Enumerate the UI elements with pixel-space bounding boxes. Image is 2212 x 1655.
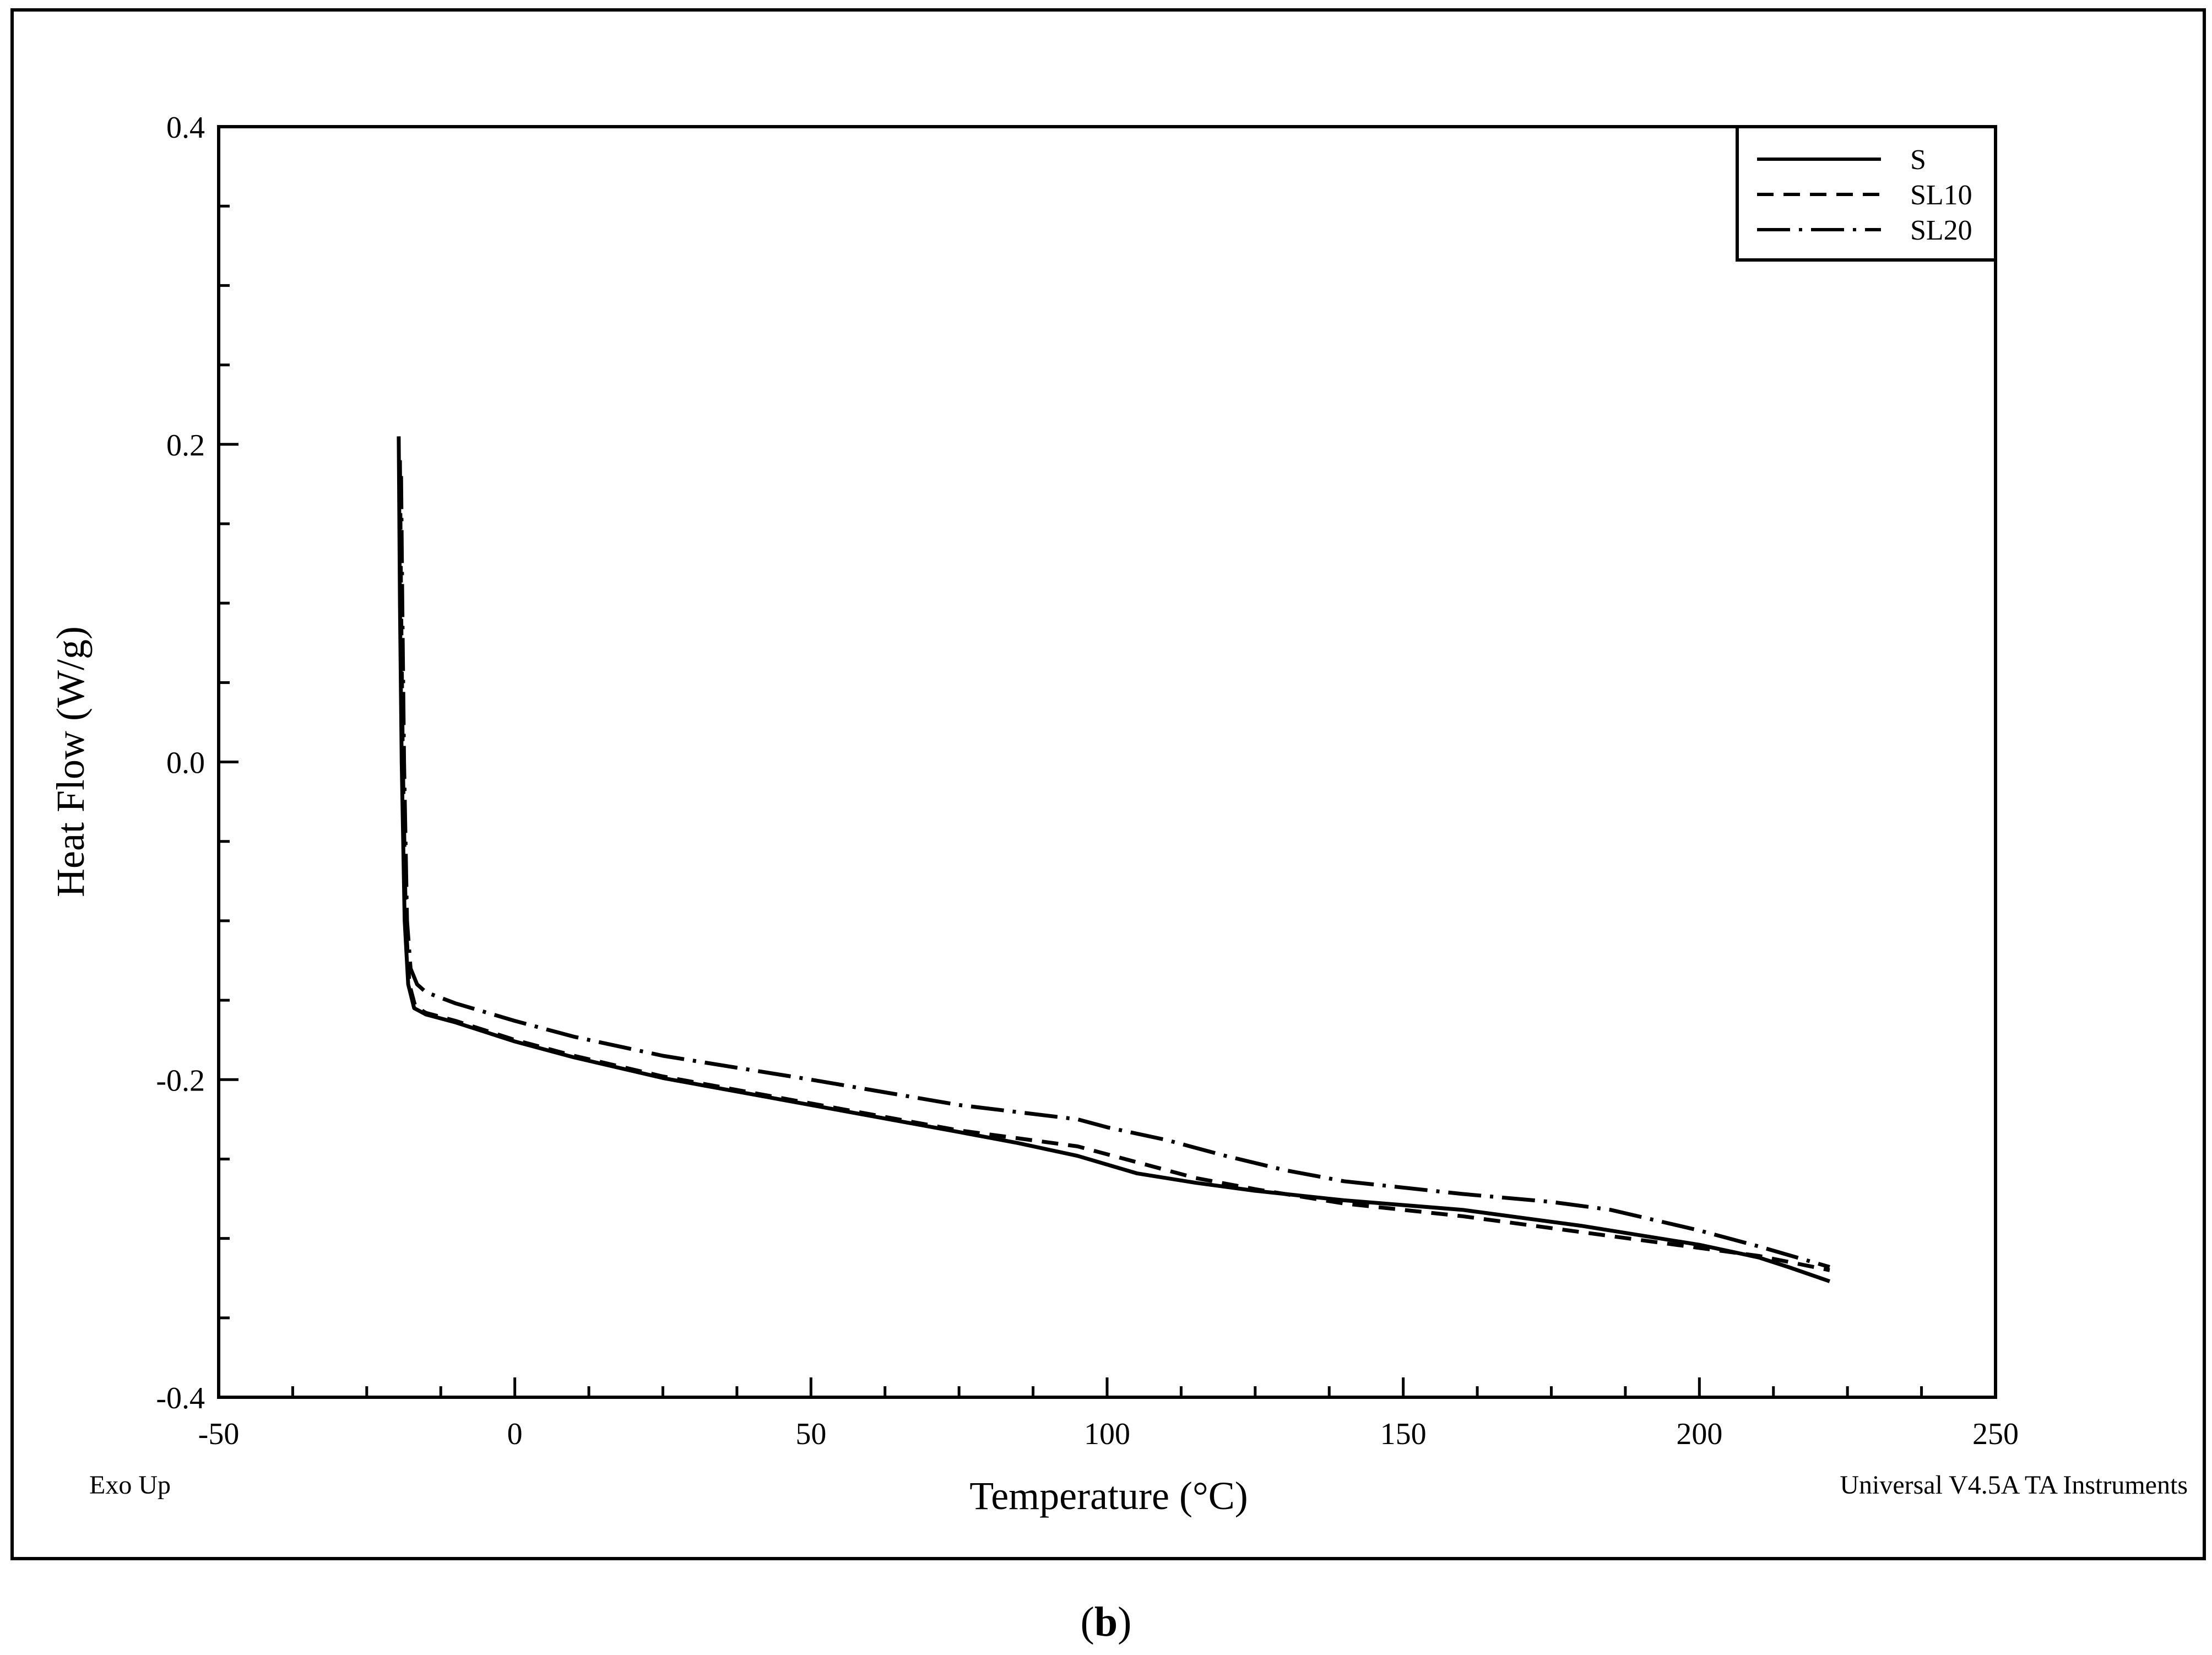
y-tick-label: -0.2	[156, 1063, 205, 1098]
plot-frame	[217, 125, 1997, 1399]
legend-label-sl20: SL20	[1910, 215, 1972, 246]
x-tick-labels: -50 0 50 100 150 200 250	[198, 1417, 2019, 1451]
series-line-sl10	[398, 460, 1830, 1272]
panel-label-close: )	[1118, 1599, 1131, 1645]
axis-ticks	[217, 125, 1997, 1399]
series-layer	[397, 436, 1831, 1283]
x-tick-label: 100	[1084, 1417, 1130, 1451]
panel-label-open: (	[1081, 1599, 1094, 1645]
y-tick-label: -0.4	[156, 1381, 205, 1415]
x-tick-label: 0	[507, 1417, 523, 1451]
legend-label-s: S	[1910, 144, 1926, 176]
x-tick-label: 200	[1676, 1417, 1722, 1451]
series-line-sl20	[399, 476, 1830, 1269]
x-tick-label: -50	[198, 1417, 240, 1451]
figure-frame	[10, 8, 2206, 1560]
legend: S SL10 SL20	[1736, 125, 1997, 262]
y-tick-label: 0.2	[166, 428, 205, 463]
panel-label: (b)	[1081, 1599, 1132, 1645]
y-tick-label: 0.0	[166, 746, 205, 780]
y-axis-title: Heat Flow (W/g)	[48, 626, 93, 897]
x-tick-label: 50	[795, 1417, 826, 1451]
instrument-label: Universal V4.5A TA Instruments	[1840, 1470, 2188, 1500]
x-tick-label: 150	[1380, 1417, 1427, 1451]
panel-label-letter: b	[1094, 1599, 1118, 1645]
exo-up-label: Exo Up	[89, 1470, 171, 1500]
legend-entries: S SL10 SL20	[1757, 144, 1972, 246]
y-tick-label: 0.4	[166, 111, 205, 145]
legend-label-sl10: SL10	[1910, 180, 1972, 211]
y-tick-labels: -0.4 -0.2 0.0 0.2 0.4	[156, 111, 205, 1415]
x-tick-label: 250	[1972, 1417, 2019, 1451]
series-line-s	[397, 436, 1831, 1283]
x-axis-title: Temperature (°C)	[969, 1474, 1248, 1518]
